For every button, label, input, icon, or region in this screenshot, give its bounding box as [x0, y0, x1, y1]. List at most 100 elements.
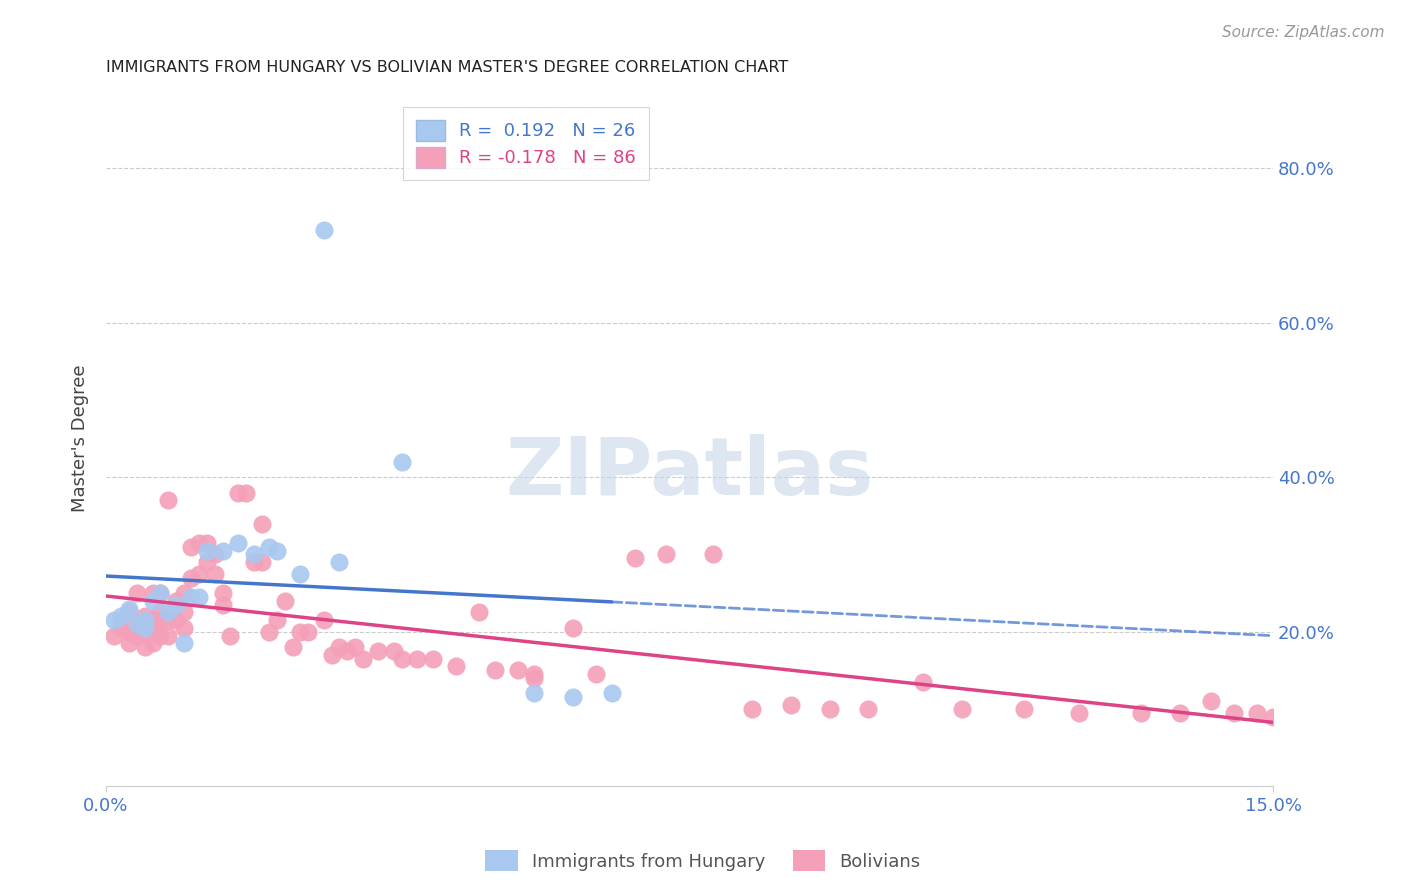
Point — [367, 644, 389, 658]
Point — [165, 594, 187, 608]
Point — [336, 644, 359, 658]
Point — [259, 624, 281, 639]
Text: Source: ZipAtlas.com: Source: ZipAtlas.com — [1222, 25, 1385, 40]
Point — [352, 651, 374, 665]
Point — [321, 648, 343, 662]
Point — [219, 628, 242, 642]
Point — [103, 613, 125, 627]
Point — [235, 485, 257, 500]
Point — [391, 651, 413, 665]
Point — [157, 493, 180, 508]
Point — [211, 543, 233, 558]
Point — [134, 609, 156, 624]
Point — [702, 548, 724, 562]
Point — [328, 640, 350, 654]
Point — [406, 651, 429, 665]
Point — [1223, 706, 1246, 720]
Point — [312, 223, 335, 237]
Point — [110, 613, 132, 627]
Point — [110, 621, 132, 635]
Point — [157, 613, 180, 627]
Point — [165, 613, 187, 627]
Point — [1168, 706, 1191, 720]
Point — [655, 548, 678, 562]
Point — [110, 609, 132, 624]
Point — [1067, 706, 1090, 720]
Point — [118, 606, 141, 620]
Point — [250, 516, 273, 531]
Point — [149, 628, 172, 642]
Point — [188, 590, 211, 604]
Point — [1246, 706, 1268, 720]
Point — [195, 555, 218, 569]
Point — [1129, 706, 1152, 720]
Point — [1012, 702, 1035, 716]
Y-axis label: Master's Degree: Master's Degree — [72, 365, 89, 512]
Point — [281, 640, 304, 654]
Point — [600, 686, 623, 700]
Point — [142, 594, 165, 608]
Point — [157, 606, 180, 620]
Point — [173, 621, 195, 635]
Point — [180, 571, 202, 585]
Point — [180, 590, 202, 604]
Point — [523, 671, 546, 685]
Point — [157, 628, 180, 642]
Point — [508, 663, 530, 677]
Point — [226, 536, 249, 550]
Legend: Immigrants from Hungary, Bolivians: Immigrants from Hungary, Bolivians — [478, 843, 928, 879]
Point — [391, 455, 413, 469]
Point — [343, 640, 366, 654]
Point — [950, 702, 973, 716]
Point — [142, 613, 165, 627]
Point — [1261, 709, 1284, 723]
Point — [204, 566, 226, 581]
Point — [624, 551, 647, 566]
Point — [523, 686, 546, 700]
Point — [142, 621, 165, 635]
Point — [165, 598, 187, 612]
Point — [195, 543, 218, 558]
Point — [242, 555, 264, 569]
Point — [741, 702, 763, 716]
Point — [259, 540, 281, 554]
Point — [173, 636, 195, 650]
Point — [173, 606, 195, 620]
Point — [118, 624, 141, 639]
Point — [125, 586, 148, 600]
Point — [468, 606, 491, 620]
Point — [142, 636, 165, 650]
Point — [328, 555, 350, 569]
Point — [195, 536, 218, 550]
Point — [204, 548, 226, 562]
Point — [250, 555, 273, 569]
Point — [173, 586, 195, 600]
Point — [142, 586, 165, 600]
Point — [149, 586, 172, 600]
Point — [561, 690, 583, 705]
Point — [818, 702, 841, 716]
Point — [242, 548, 264, 562]
Point — [444, 659, 467, 673]
Point — [118, 636, 141, 650]
Point — [585, 667, 607, 681]
Point — [149, 613, 172, 627]
Point — [484, 663, 506, 677]
Point — [149, 606, 172, 620]
Point — [226, 485, 249, 500]
Point — [188, 536, 211, 550]
Point — [297, 624, 319, 639]
Text: IMMIGRANTS FROM HUNGARY VS BOLIVIAN MASTER'S DEGREE CORRELATION CHART: IMMIGRANTS FROM HUNGARY VS BOLIVIAN MAST… — [105, 60, 789, 75]
Point — [118, 601, 141, 615]
Point — [134, 640, 156, 654]
Point — [211, 598, 233, 612]
Legend: R =  0.192   N = 26, R = -0.178   N = 86: R = 0.192 N = 26, R = -0.178 N = 86 — [404, 107, 648, 180]
Point — [911, 674, 934, 689]
Point — [290, 566, 312, 581]
Point — [134, 621, 156, 635]
Point — [134, 613, 156, 627]
Text: ZIPatlas: ZIPatlas — [505, 434, 873, 512]
Point — [125, 616, 148, 631]
Point — [266, 613, 288, 627]
Point — [188, 566, 211, 581]
